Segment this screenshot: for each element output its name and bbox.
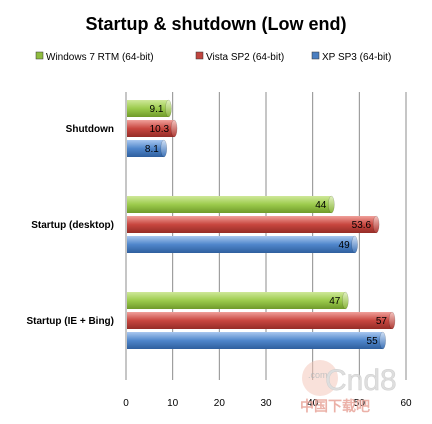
category-labels: Shutdown Startup (desktop) Startup (IE + B…: [27, 124, 115, 327]
bar-end-cap: [388, 311, 396, 330]
chart-title: Startup & shutdown (Low end): [86, 14, 347, 34]
bar: [127, 332, 383, 349]
watermark-chinese: 中国下载吧: [300, 398, 370, 415]
legend-swatch: [311, 51, 320, 60]
bar-end-cap: [170, 119, 178, 138]
legend-swatch: [35, 51, 44, 60]
legend-label: XP SP3 (64-bit): [322, 52, 391, 63]
category-label: Startup (IE + Bing): [27, 316, 115, 327]
watermark-domain: .com: [308, 370, 328, 380]
data-label: 55: [367, 336, 379, 347]
data-labels: 9.1 10.3 8.1 44 53.649 47 57 55: [145, 104, 388, 347]
x-tick-label: 20: [214, 398, 226, 409]
data-label: 57: [376, 316, 388, 327]
bar-end-cap: [372, 215, 380, 234]
legend-swatch: [195, 51, 204, 60]
data-label: 47: [329, 296, 341, 307]
bar-end-cap: [328, 195, 335, 214]
data-label: 44: [315, 200, 327, 211]
bar: [127, 216, 377, 233]
bar: [127, 100, 169, 117]
bar: [127, 120, 175, 137]
category-label: Startup (desktop): [31, 220, 114, 231]
category-label: Shutdown: [66, 124, 114, 135]
bar-end-cap: [379, 331, 386, 350]
legend-label: Windows 7 RTM (64-bit): [46, 52, 154, 63]
legend-label: Vista SP2 (64-bit): [206, 52, 284, 63]
x-tick-label: 0: [123, 398, 129, 409]
bar: [127, 292, 346, 309]
x-tick-label: 50: [354, 398, 366, 409]
x-tick-label: 40: [307, 398, 319, 409]
x-tick-label: 30: [260, 398, 272, 409]
data-label: 53.6: [352, 220, 372, 231]
bar: [127, 312, 392, 329]
data-label: 49: [339, 240, 351, 251]
data-label: 10.3: [150, 124, 170, 135]
x-tick-labels: 0 10 20 30 40 50 60: [123, 398, 412, 409]
bar: [127, 140, 164, 157]
data-label: 8.1: [145, 144, 159, 155]
x-tick-label: 60: [400, 398, 412, 409]
bar: [127, 236, 355, 253]
data-label: 9.1: [150, 104, 164, 115]
x-tick-label: 10: [167, 398, 179, 409]
bar-end-cap: [160, 139, 168, 158]
bar: [127, 196, 332, 213]
bar-end-cap: [351, 235, 358, 254]
bar-end-cap: [165, 99, 172, 118]
bars: [127, 99, 396, 350]
watermark-logo: .com Cnd8 中国下载吧: [300, 360, 397, 415]
legend: Windows 7 RTM (64-bit) Vista SP2 (64-bit)…: [35, 51, 391, 63]
watermark-brand: Cnd8: [325, 364, 397, 397]
bar-end-cap: [342, 291, 349, 310]
